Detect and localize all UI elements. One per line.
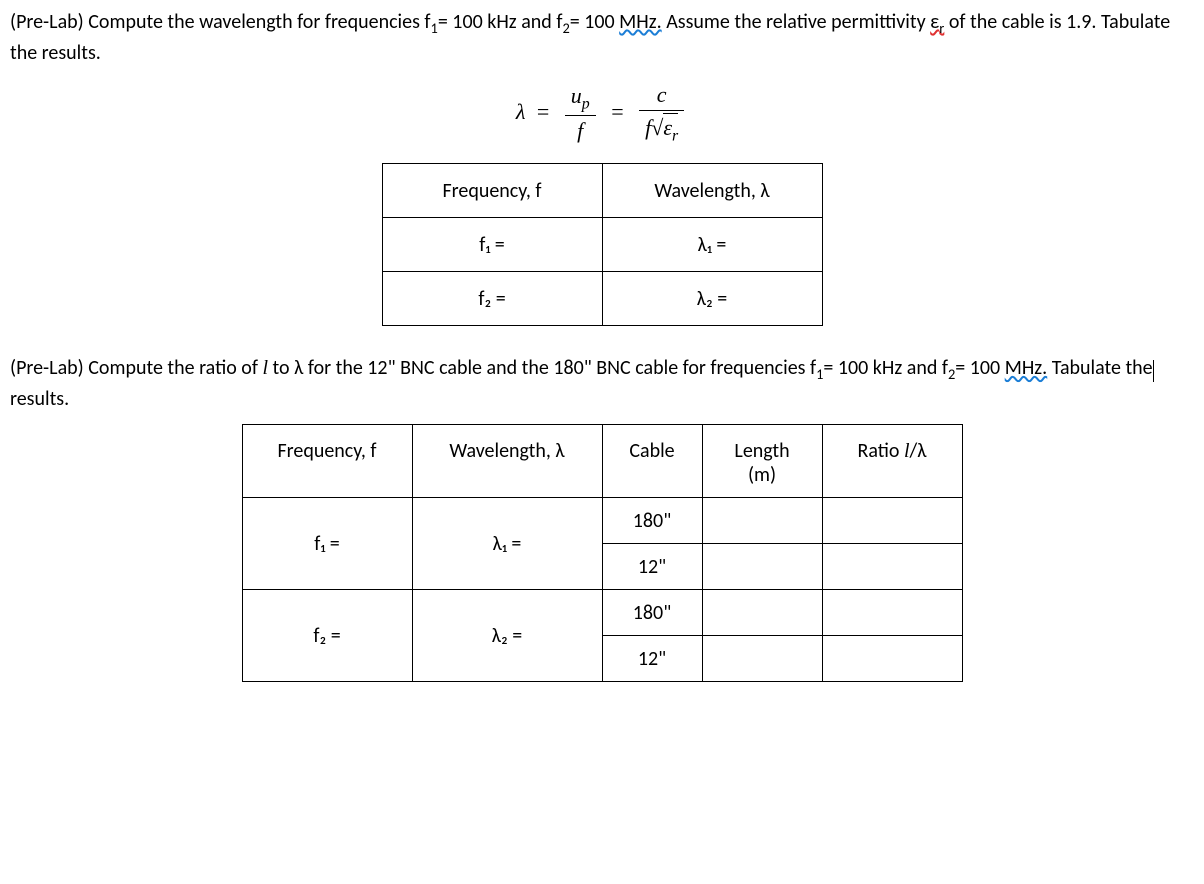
cell-f2: f₂ = xyxy=(242,590,412,682)
cell-length xyxy=(702,544,822,590)
ratio-table: Frequency, f Wavelength, λ Cable Length … xyxy=(242,424,963,682)
header-length: Length (m) xyxy=(702,425,822,498)
cell-length xyxy=(702,636,822,682)
header-cable: Cable xyxy=(602,425,702,498)
text: Compute the ratio of xyxy=(84,356,263,380)
lambda-symbol: λ xyxy=(516,99,526,124)
text: Compute the wavelength for frequencies f xyxy=(84,10,431,34)
eps-symbol: ε xyxy=(930,10,939,34)
cell-lambda1: λ₁ = xyxy=(412,498,602,590)
cell-lambda1: λ₁ = xyxy=(602,218,822,272)
text-cursor xyxy=(1153,360,1154,382)
table-row: f₂ = λ₂ = 180" xyxy=(242,590,962,636)
cell-ratio xyxy=(822,498,962,544)
cell-f1: f₁ = xyxy=(242,498,412,590)
prelab-1-paragraph: (Pre-Lab) Compute the wavelength for fre… xyxy=(10,8,1194,68)
cell-cable: 12" xyxy=(602,544,702,590)
u-symbol: u xyxy=(571,83,582,108)
text: = 100 kHz and f xyxy=(438,10,563,34)
table-row: f₁ = λ₁ = xyxy=(382,218,822,272)
table-row: f₁ = λ₁ = 180" xyxy=(242,498,962,544)
sub: 1 xyxy=(431,19,438,37)
prelab-2-paragraph: (Pre-Lab) Compute the ratio of l to λ fo… xyxy=(10,354,1194,414)
cell-lambda2: λ₂ = xyxy=(602,272,822,326)
text: = 100 xyxy=(955,356,1004,380)
length-line2: (m) xyxy=(748,463,776,487)
wavelength-formula: λ = up f = c f√εr xyxy=(10,82,1194,145)
cell-length xyxy=(702,498,822,544)
sub: 2 xyxy=(562,19,569,37)
cell-ratio xyxy=(822,544,962,590)
cell-lambda2: λ₂ = xyxy=(412,590,602,682)
cell-ratio xyxy=(822,590,962,636)
eps-sub: r xyxy=(672,127,678,144)
header-wavelength: Wavelength, λ xyxy=(412,425,602,498)
spellcheck-mhz: MHz. xyxy=(1005,356,1048,380)
text: = 100 xyxy=(570,10,619,34)
sqrt-symbol: √ xyxy=(651,115,663,140)
spellcheck-mhz: MHz. xyxy=(619,10,662,34)
text: to λ for the 12" BNC cable and the 180" … xyxy=(268,356,816,380)
cell-cable: 180" xyxy=(602,498,702,544)
header-frequency: Frequency, f xyxy=(382,164,602,218)
ratio-post: /λ xyxy=(910,439,927,463)
text: Tabulate the xyxy=(1047,356,1152,380)
equals-sign: = xyxy=(611,99,623,124)
equals-sign: = xyxy=(537,99,549,124)
fraction-c-over-fsqrteps: c f√εr xyxy=(639,82,684,145)
table-row: f₂ = λ₂ = xyxy=(382,272,822,326)
spellcheck-eps: εr xyxy=(930,10,944,34)
header-frequency: Frequency, f xyxy=(242,425,412,498)
prelab-label: (Pre-Lab) xyxy=(10,356,84,380)
fraction-up-over-f: up f xyxy=(565,83,596,144)
text: results. xyxy=(10,387,69,411)
cell-f2: f₂ = xyxy=(382,272,602,326)
header-wavelength: Wavelength, λ xyxy=(602,164,822,218)
f-denom: f xyxy=(565,116,596,144)
table-header-row: Frequency, f Wavelength, λ Cable Length … xyxy=(242,425,962,498)
cell-cable: 12" xyxy=(602,636,702,682)
table-header-row: Frequency, f Wavelength, λ xyxy=(382,164,822,218)
text: Assume the relative permittivity xyxy=(662,10,931,34)
c-numerator: c xyxy=(639,82,684,111)
cell-length xyxy=(702,590,822,636)
cell-f1: f₁ = xyxy=(382,218,602,272)
cell-ratio xyxy=(822,636,962,682)
length-line1: Length xyxy=(734,439,789,463)
prelab-label: (Pre-Lab) xyxy=(10,10,84,34)
sqrt-argument: εr xyxy=(663,113,678,145)
text: = 100 kHz and f xyxy=(823,356,948,380)
ratio-pre: Ratio xyxy=(857,439,903,463)
p-sub: p xyxy=(582,95,590,112)
eps-symbol: ε xyxy=(663,115,672,140)
cell-cable: 180" xyxy=(602,590,702,636)
wavelength-table: Frequency, f Wavelength, λ f₁ = λ₁ = f₂ … xyxy=(382,163,823,326)
header-ratio: Ratio l/λ xyxy=(822,425,962,498)
